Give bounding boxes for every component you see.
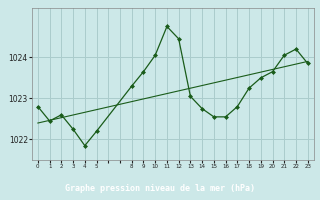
Text: Graphe pression niveau de la mer (hPa): Graphe pression niveau de la mer (hPa) (65, 184, 255, 193)
